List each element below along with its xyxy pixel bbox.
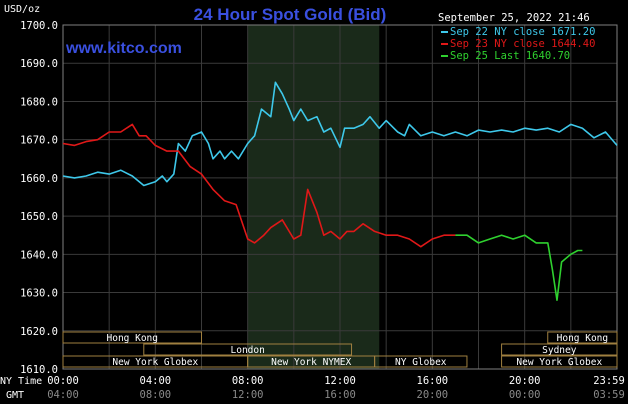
y-tick-label: 1660.0 [20,173,58,185]
session-label: New York NYMEX [271,357,351,368]
ny-time-label: NY Time [0,376,42,387]
series-lines [62,81,618,301]
y-tick-label: 1610.0 [20,364,58,376]
y-tick-label: 1690.0 [20,58,58,70]
y-tick-label: 1620.0 [20,326,58,338]
plot-frame [62,24,618,370]
y-axis-unit-label: USD/oz [4,4,40,15]
series-line [455,234,583,301]
session-label: Hong Kong [107,333,158,344]
session-bar [374,355,468,368]
y-tick-label: 1680.0 [20,96,58,108]
session-label: Sydney [542,345,577,356]
y-axis-ticks: 1700.0 1690.0 1680.0 1670.0 1660.0 1650.0 1640… [20,20,58,376]
y-tick-label: 1700.0 [20,20,58,32]
x-tick-ny: 20:00 [509,375,541,387]
session-label: Hong Kong [557,333,608,344]
x-tick-gmt: 20:00 [417,389,449,401]
y-tick-label: 1640.0 [20,249,58,261]
session-label: New York Globex [112,357,198,368]
watermark: www.kitco.com [65,40,182,57]
x-tick-gmt: 12:00 [232,389,264,401]
session-bar [62,331,202,344]
x-tick-gmt: 08:00 [140,389,172,401]
series-line [62,123,456,248]
legend-entry: Sep 23 NY close 1644.40 [450,38,595,50]
gmt-label: GMT [6,390,24,401]
y-tick-label: 1670.0 [20,135,58,147]
y-tick-label: 1650.0 [20,211,58,223]
x-tick-ny: 00:00 [47,375,79,387]
session-label: New York Globex [516,357,602,368]
x-tick-ny: 04:00 [140,375,172,387]
x-tick-gmt: 00:00 [509,389,541,401]
nymex-session-band [247,25,380,369]
y-tick-label: 1630.0 [20,288,58,300]
legend-entry: Sep 25 Last 1640.70 [450,50,570,62]
x-tick-gmt: 03:59 [593,389,625,401]
session-bar [501,343,618,356]
session-bar [547,331,618,344]
series-line [62,81,618,187]
chart-title: 24 Hour Spot Gold (Bid) [194,5,387,24]
timestamp: September 25, 2022 21:46 [438,12,590,24]
legend-entry: Sep 22 NY close 1671.20 [450,26,595,38]
x-tick-ny: 08:00 [232,375,264,387]
x-axis: NY Time GMT 00:00 04:00 08:00 12:00 16:00 20:00… [0,375,625,401]
session-bar [501,355,618,368]
x-tick-ny: 12:00 [324,375,356,387]
session-bar [143,343,353,356]
x-tick-ny: 16:00 [417,375,449,387]
x-tick-gmt: 16:00 [324,389,356,401]
session-label: NY Globex [395,357,447,368]
x-tick-ny: 23:59 [593,375,625,387]
x-tick-gmt: 04:00 [47,389,79,401]
session-label: London [231,345,265,356]
